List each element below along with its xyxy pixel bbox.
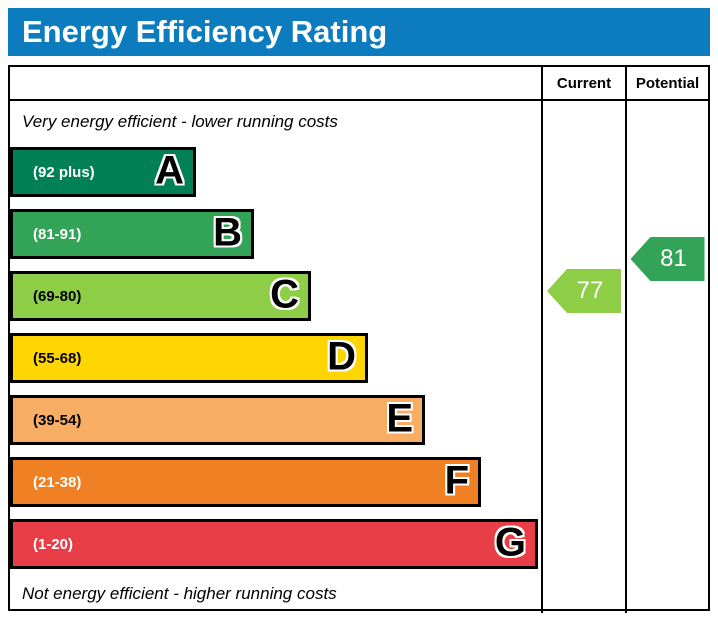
band-grade-f: F [444, 458, 469, 503]
band-grade-e: E [386, 396, 413, 441]
energy-efficiency-chart: Current Potential Very energy efficient … [8, 65, 710, 613]
potential-rating-arrow: 81 [630, 237, 705, 281]
current-column-header: Current [541, 67, 625, 101]
band-range-g: (1-20) [33, 535, 74, 553]
band-row-a: (92 plus) A [10, 141, 541, 203]
band-row-d: (55-68) D [10, 327, 541, 389]
band-bar-c: (69-80) C [10, 271, 311, 321]
band-range-c: (69-80) [33, 287, 82, 305]
band-range-f: (21-38) [33, 473, 82, 491]
band-grade-g: G [494, 520, 526, 565]
bands-column: Very energy efficient - lower running co… [10, 101, 541, 613]
current-rating-arrow: 77 [547, 269, 621, 313]
band-range-a: (92 plus) [33, 163, 95, 181]
band-range-b: (81-91) [33, 225, 82, 243]
page-title: Energy Efficiency Rating [8, 8, 710, 56]
band-row-c: (69-80) C [10, 265, 541, 327]
band-grade-a: A [155, 148, 184, 193]
band-grade-d: D [327, 334, 356, 379]
potential-column-header: Potential [625, 67, 708, 101]
band-bar-b: (81-91) B [10, 209, 254, 259]
current-rating-value: 77 [576, 277, 604, 304]
band-bar-d: (55-68) D [10, 333, 368, 383]
band-bar-a: (92 plus) A [10, 147, 196, 197]
band-range-d: (55-68) [33, 349, 82, 367]
band-bar-g: (1-20) G [10, 519, 538, 569]
band-range-e: (39-54) [33, 411, 82, 429]
band-grade-b: B [213, 210, 242, 255]
potential-rating-value: 81 [660, 245, 687, 272]
band-row-b: (81-91) B [10, 203, 541, 265]
top-note: Very energy efficient - lower running co… [22, 112, 338, 131]
band-bar-f: (21-38) F [10, 457, 481, 507]
header-spacer [10, 67, 541, 101]
current-column: 77 [541, 101, 625, 613]
band-row-g: (1-20) G [10, 513, 541, 575]
band-bar-e: (39-54) E [10, 395, 425, 445]
potential-column: 81 [625, 101, 708, 613]
band-grade-c: C [270, 272, 299, 317]
band-row-e: (39-54) E [10, 389, 541, 451]
band-row-f: (21-38) F [10, 451, 541, 513]
bottom-note: Not energy efficient - higher running co… [22, 584, 337, 603]
